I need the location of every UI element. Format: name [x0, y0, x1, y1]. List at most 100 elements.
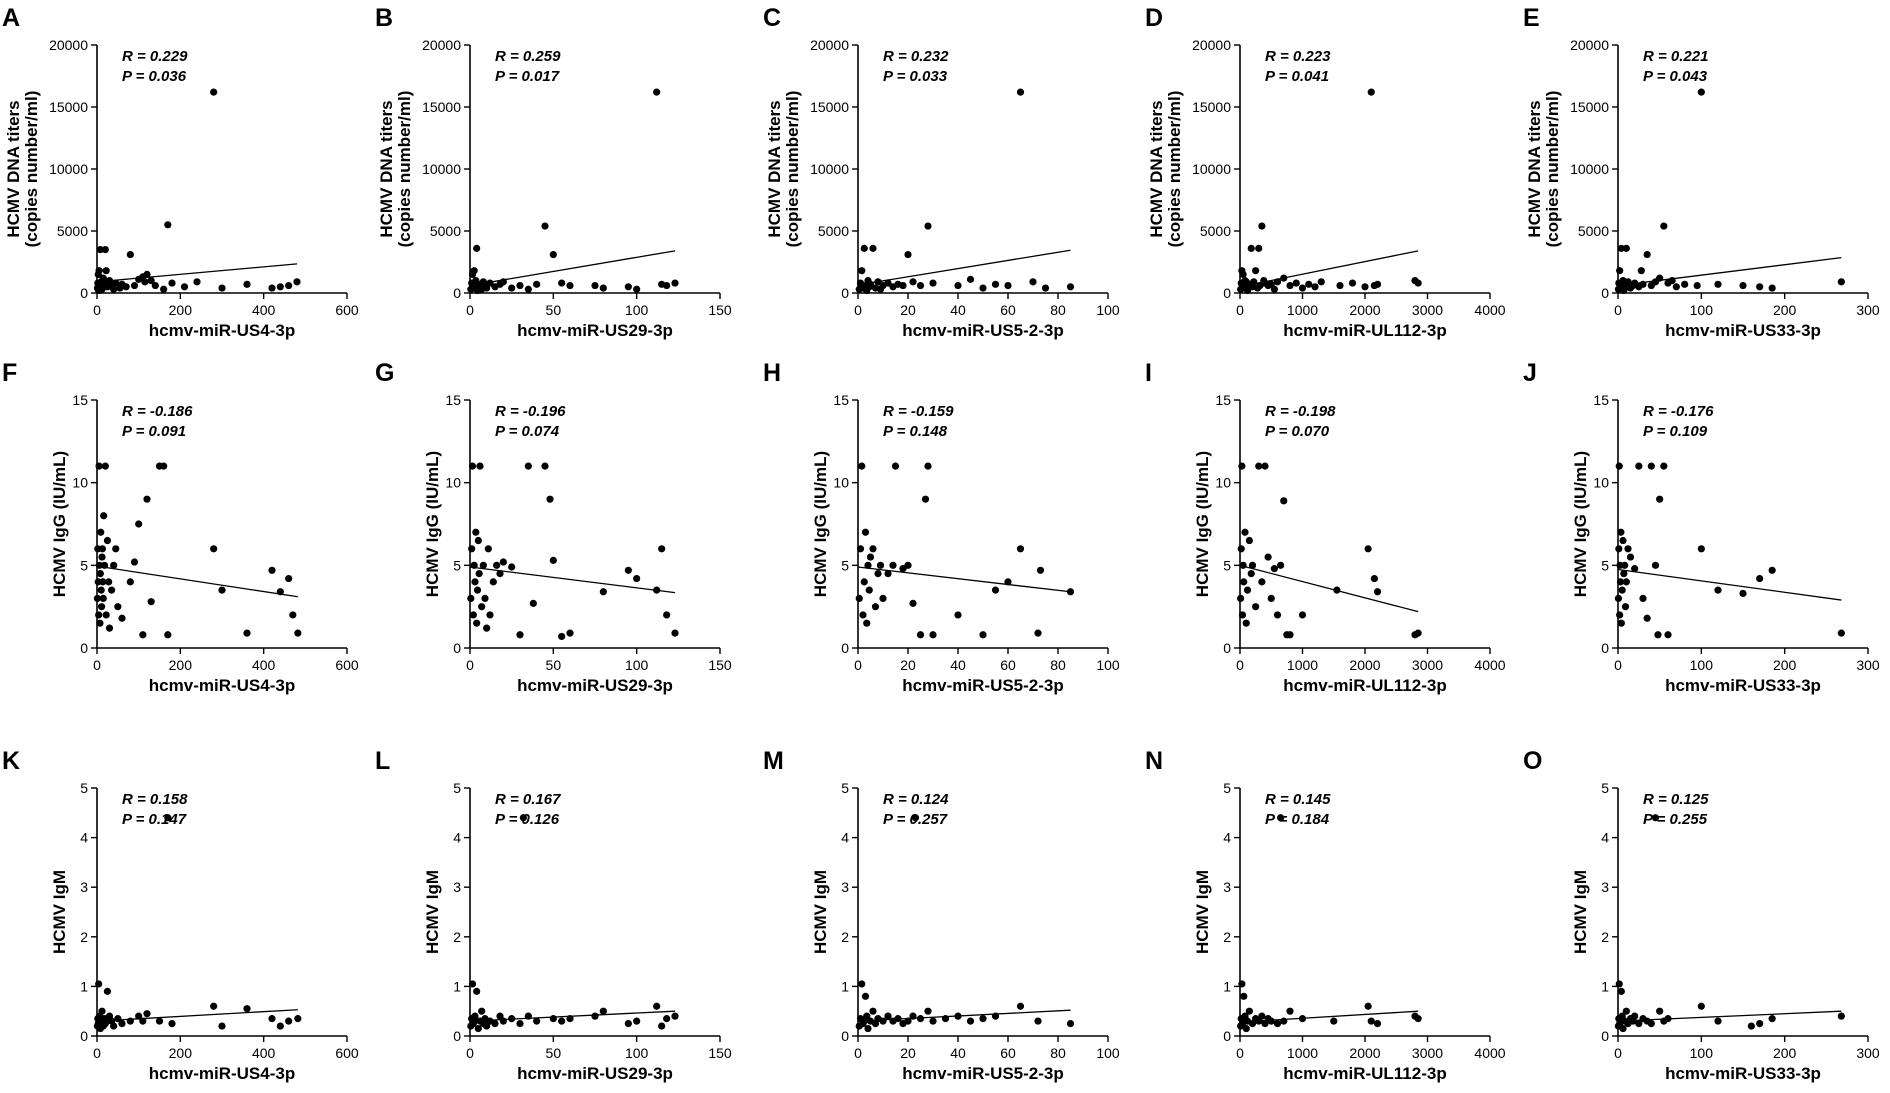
data-point: [1639, 280, 1647, 288]
data-point: [1414, 1015, 1422, 1023]
x-tick-label: 600: [335, 657, 359, 673]
data-point: [1635, 1020, 1643, 1028]
x-axis-title: hcmv-miR-US4-3p: [149, 1064, 295, 1083]
data-point: [1298, 284, 1307, 292]
x-tick-label: 300: [1856, 657, 1880, 673]
data-point: [1837, 629, 1845, 637]
y-tick-label: 20000: [1192, 37, 1231, 53]
scatter-panel-b: B 0 5000 10000 15000 20000 0 50 100 150 hcmv-miR-U…: [375, 4, 732, 340]
data-point: [1615, 462, 1623, 470]
data-point: [1238, 980, 1246, 988]
data-point: [1240, 992, 1248, 1000]
data-point: [107, 586, 116, 594]
data-point: [1664, 1015, 1672, 1023]
x-tick-label: 0: [466, 1045, 474, 1061]
x-tick-label: 0: [1236, 302, 1244, 318]
x-tick-label: 200: [169, 657, 193, 673]
data-point: [1837, 1012, 1845, 1020]
data-point: [633, 1017, 641, 1025]
data-point: [860, 578, 868, 586]
correlation-p-label: P = 0.126: [495, 811, 560, 828]
x-tick-label: 200: [169, 302, 193, 318]
regression-line: [1617, 1010, 1842, 1022]
scatter-panel-j: J 0 5 10 15 0 100 200 300 hcmv-miR-US33-3p HCMV Ig…: [1523, 359, 1880, 695]
data-point: [139, 1017, 147, 1025]
data-point: [1305, 280, 1313, 288]
data-point: [491, 1020, 499, 1028]
data-point: [95, 611, 103, 619]
correlation-r-label: R = -0.198: [1265, 403, 1336, 420]
data-point: [110, 285, 118, 293]
correlation-r-label: R = 0.125: [1643, 791, 1709, 808]
data-point: [599, 284, 607, 292]
data-point: [1330, 1017, 1338, 1025]
data-point: [865, 586, 873, 594]
panel-letter: I: [1145, 359, 1152, 387]
data-point: [633, 574, 641, 583]
y-axis-title: HCMV DNA titers: [4, 100, 23, 237]
data-point: [496, 570, 504, 578]
data-point: [1616, 611, 1624, 619]
data-point: [114, 1015, 122, 1023]
data-point: [168, 1020, 176, 1028]
data-point: [1756, 283, 1764, 291]
data-point: [99, 578, 107, 586]
correlation-p-label: P = 0.041: [1265, 68, 1329, 85]
data-point: [1617, 987, 1625, 995]
data-point: [95, 561, 104, 569]
x-tick-label: 600: [335, 1045, 359, 1061]
data-point: [1242, 619, 1250, 627]
data-point: [486, 611, 494, 619]
data-point: [1016, 1002, 1025, 1010]
correlation-r-label: R = 0.221: [1643, 48, 1708, 65]
data-point: [100, 512, 108, 520]
x-axis-title: hcmv-miR-US33-3p: [1665, 1064, 1821, 1083]
panel-letter: B: [375, 4, 393, 32]
y-tick-label: 4: [1601, 830, 1609, 846]
x-tick-label: 1000: [1287, 657, 1318, 673]
data-point: [546, 495, 554, 503]
y-tick-label: 2: [841, 929, 849, 945]
data-point: [1258, 578, 1266, 586]
data-point: [1273, 611, 1282, 619]
x-tick-label: 50: [546, 1045, 562, 1061]
data-point: [929, 631, 937, 639]
data-point: [1361, 283, 1369, 291]
x-tick-label: 300: [1856, 1045, 1880, 1061]
data-point: [1248, 561, 1257, 569]
x-tick-label: 0: [1236, 657, 1244, 673]
data-point: [1631, 565, 1639, 573]
data-point: [1615, 545, 1623, 553]
data-point: [126, 1017, 134, 1025]
panel-letter: D: [1145, 4, 1163, 32]
data-point: [294, 629, 302, 637]
data-point: [141, 278, 149, 286]
x-tick-label: 400: [252, 302, 276, 318]
x-tick-label: 100: [1690, 1045, 1714, 1061]
scatter-panel-o: O 0 1 2 3 4 5 0 100 200 300 hcmv-miR-US33-3p HCMV Ig…: [1523, 747, 1880, 1083]
data-point: [1622, 244, 1630, 252]
y-tick-label: 15: [833, 392, 849, 408]
y-tick-label: 1: [1223, 978, 1231, 994]
y-tick-label: 15: [1593, 392, 1609, 408]
data-point: [493, 561, 501, 569]
data-point: [1660, 222, 1668, 230]
data-point: [1656, 1007, 1664, 1015]
data-point: [210, 545, 218, 553]
x-tick-label: 1000: [1287, 1045, 1318, 1061]
data-point: [1066, 1020, 1075, 1028]
data-point: [1250, 278, 1258, 286]
data-point: [164, 221, 172, 229]
data-point: [474, 536, 482, 545]
correlation-p-label: P = 0.033: [883, 68, 948, 85]
data-point: [1238, 611, 1247, 619]
data-point: [1367, 88, 1375, 96]
data-point: [96, 570, 104, 578]
y-tick-label: 10000: [1192, 161, 1231, 177]
x-tick-label: 600: [335, 302, 359, 318]
data-point: [916, 281, 925, 290]
data-point: [276, 1022, 284, 1030]
data-point: [663, 281, 671, 290]
y-tick-label: 15: [72, 392, 88, 408]
data-point: [663, 611, 671, 619]
